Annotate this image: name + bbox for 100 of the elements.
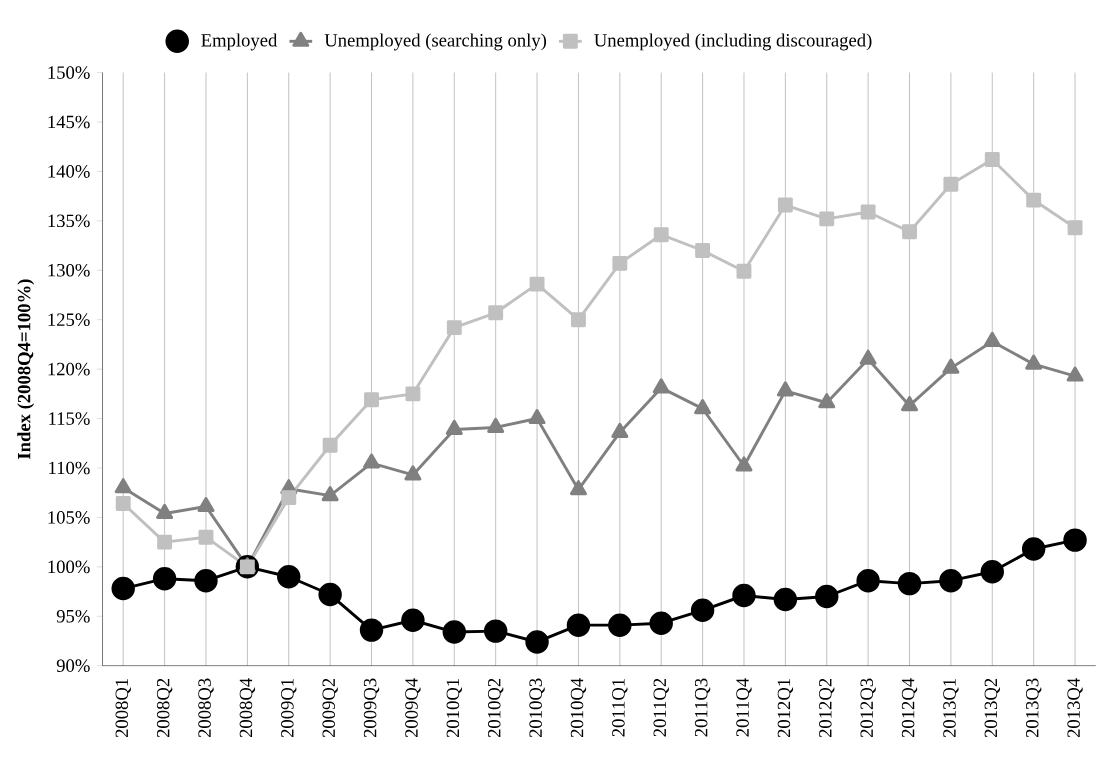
y-tick-label: 110%	[49, 461, 90, 475]
point	[529, 276, 545, 292]
x-tick-label: 2008Q3	[198, 678, 214, 738]
point	[942, 358, 960, 374]
y-tick-label: 145%	[48, 115, 90, 129]
y-tick-label: 90%	[56, 659, 90, 673]
point	[818, 393, 836, 409]
point	[1066, 366, 1084, 382]
point	[157, 534, 173, 550]
point	[649, 611, 673, 635]
point	[652, 378, 670, 394]
point	[776, 381, 794, 397]
point	[483, 619, 508, 643]
x-tick-label: 2008Q1	[115, 679, 131, 738]
x-tick-label: 2010Q2	[487, 678, 504, 738]
legend-label: Employed	[201, 33, 278, 51]
point	[939, 569, 963, 593]
y-tick-label: 135%	[48, 214, 90, 228]
point	[442, 620, 467, 644]
y-tick-label: 150%	[48, 66, 90, 79]
point	[859, 349, 877, 365]
x-tick-label: 2009Q4	[405, 678, 421, 738]
x-tick-label: 2012Q2	[819, 678, 835, 738]
point	[488, 305, 504, 321]
point	[487, 417, 505, 434]
point	[359, 618, 384, 642]
x-tick-label: 2011Q4	[736, 678, 752, 737]
point	[194, 569, 218, 593]
point	[525, 630, 549, 654]
legend-label: Unemployed (including discouraged)	[594, 33, 872, 51]
x-tick-label: 2013Q1	[943, 679, 959, 738]
x-tick-label: 2011Q2	[653, 678, 669, 737]
point	[322, 437, 338, 453]
point	[528, 409, 546, 425]
point	[690, 598, 715, 623]
point	[608, 613, 632, 637]
legend-label: Unemployed (searching only)	[324, 33, 547, 51]
point	[943, 176, 959, 192]
point	[281, 490, 297, 506]
point	[111, 576, 135, 601]
x-tick-label: 2013Q3	[1025, 678, 1042, 738]
x-tick-label: 2010Q4	[570, 678, 587, 738]
point	[983, 331, 1001, 348]
y-tick-label: 105%	[48, 511, 90, 524]
y-axis-title: Index (2008Q4=100%)	[17, 279, 35, 460]
x-tick-label: 2011Q3	[694, 678, 711, 737]
y-tick-label: 115%	[49, 412, 90, 425]
point	[819, 211, 835, 227]
point	[856, 569, 880, 593]
point	[980, 560, 1004, 584]
point	[612, 255, 628, 271]
point	[901, 396, 919, 412]
point	[695, 243, 711, 259]
point	[897, 571, 922, 596]
point	[611, 422, 629, 438]
point	[569, 480, 587, 496]
y-tick-label: 130%	[48, 264, 90, 277]
y-tick-label: 120%	[48, 362, 90, 376]
point	[115, 496, 131, 512]
point	[694, 399, 712, 415]
x-tick-label: 2011Q1	[612, 679, 628, 737]
x-tick-label: 2013Q2	[984, 678, 1000, 738]
point	[156, 503, 174, 520]
point	[446, 320, 462, 336]
point	[984, 152, 1000, 168]
y-tick-label: 140%	[48, 165, 90, 178]
point	[815, 584, 839, 609]
point	[363, 453, 381, 469]
point	[902, 224, 917, 240]
x-tick-label: 2008Q2	[156, 678, 173, 738]
point	[152, 567, 177, 591]
x-tick-label: 2009Q3	[363, 678, 380, 738]
y-tick-label: 125%	[48, 313, 90, 327]
point	[277, 565, 301, 589]
point	[405, 386, 421, 402]
point	[114, 478, 132, 494]
x-tick-label: 2012Q3	[860, 678, 876, 738]
point	[364, 392, 379, 408]
point	[777, 197, 793, 213]
point	[321, 486, 339, 502]
x-tick-label: 2012Q4	[901, 678, 918, 738]
point	[653, 227, 669, 243]
x-tick-label: 2012Q1	[777, 679, 794, 738]
x-tick-label: 2013Q4	[1067, 678, 1083, 738]
x-tick-label: 2008Q4	[239, 678, 256, 738]
point	[860, 204, 876, 220]
x-tick-label: 2010Q3	[529, 678, 545, 738]
point	[736, 263, 752, 279]
point	[773, 587, 798, 612]
y-tick-label: 100%	[48, 560, 90, 574]
x-tick-label: 2009Q2	[322, 678, 338, 738]
point	[1021, 537, 1046, 561]
point	[445, 419, 463, 436]
point	[197, 497, 215, 513]
point	[1063, 528, 1087, 552]
point	[318, 582, 342, 607]
point	[735, 456, 753, 472]
point	[1025, 354, 1043, 370]
point	[1067, 220, 1083, 236]
point	[401, 608, 425, 632]
